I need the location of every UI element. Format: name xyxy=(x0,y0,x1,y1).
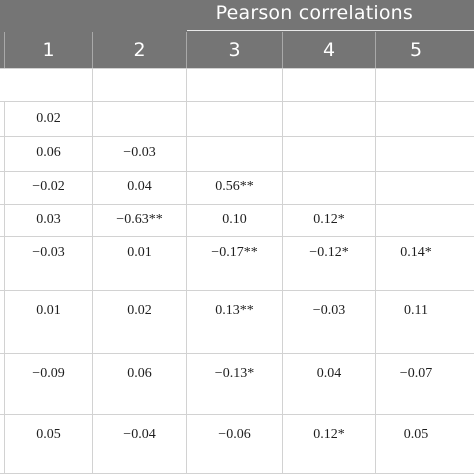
table-cell: 0.01 xyxy=(127,245,152,260)
table-row: 0.01 0.02 0.13** −0.03 0.11 xyxy=(0,290,474,353)
table-cell: −0.07 xyxy=(399,366,433,381)
row-divider xyxy=(0,68,474,69)
column-separator xyxy=(282,32,283,68)
table-cell: 0.04 xyxy=(316,366,342,381)
table-cell: 0.03 xyxy=(36,212,61,227)
column-divider xyxy=(375,68,376,474)
table-cell: 0.02 xyxy=(36,111,61,126)
table-row: −0.03 0.01 −0.17** −0.12* 0.14* xyxy=(0,236,474,290)
table-cell: −0.13* xyxy=(214,366,255,381)
table-cell: 0.06 xyxy=(36,145,61,160)
table-cell: 0.05 xyxy=(36,427,61,442)
table-cell: 0.10 xyxy=(222,212,247,227)
table-cell: 0.14* xyxy=(400,245,432,260)
table-group-header: Pearson correlations xyxy=(0,0,474,32)
table-cell: 0.13** xyxy=(215,303,254,318)
column-separator xyxy=(375,32,376,68)
column-header-5: 5 xyxy=(409,39,423,61)
table-cell: −0.63** xyxy=(116,212,163,227)
table-cell: 0.04 xyxy=(127,179,152,194)
column-separator xyxy=(92,32,93,68)
column-header-2: 2 xyxy=(133,39,146,61)
table-cell: 0.12* xyxy=(313,427,345,442)
row-divider xyxy=(0,171,474,172)
table-cell: 0.05 xyxy=(403,427,429,442)
column-header-3: 3 xyxy=(228,39,241,61)
row-divider xyxy=(0,204,474,205)
row-divider xyxy=(0,353,474,354)
group-title: Pearson correlations xyxy=(215,2,413,24)
table-row xyxy=(0,68,474,101)
table-cell: 0.01 xyxy=(36,303,61,318)
table-cell: 0.56** xyxy=(215,179,254,194)
table-cell: 0.12* xyxy=(313,212,345,227)
table-row: 0.05 −0.04 −0.06 0.12* 0.05 xyxy=(0,414,474,474)
group-title-rule xyxy=(187,30,474,31)
table-cell: −0.06 xyxy=(218,427,251,442)
table-body: 0.02 0.06 −0.03 −0.02 0.04 0.56** 0.03 −0.63** 0… xyxy=(0,68,474,474)
column-separator xyxy=(186,32,187,68)
table-cell: −0.03 xyxy=(312,303,346,318)
column-separator xyxy=(4,32,5,68)
table-cell: 0.11 xyxy=(404,303,428,318)
table-row: 0.06 −0.03 xyxy=(0,136,474,171)
table-row: −0.02 0.04 0.56** xyxy=(0,171,474,204)
column-divider xyxy=(4,101,5,474)
table-cell: −0.04 xyxy=(123,427,156,442)
table-row: 0.02 xyxy=(0,101,474,136)
table-cell: −0.02 xyxy=(32,179,65,194)
column-header-row: 1 2 3 4 5 xyxy=(0,32,474,68)
table-cell: 0.06 xyxy=(127,366,152,381)
table-cell: 0.02 xyxy=(127,303,152,318)
table-cell: −0.12* xyxy=(309,245,349,260)
column-divider xyxy=(186,68,187,474)
table-row: 0.03 −0.63** 0.10 0.12* xyxy=(0,204,474,236)
column-header-4: 4 xyxy=(322,39,336,61)
row-divider xyxy=(0,101,474,102)
row-divider xyxy=(0,136,474,137)
table-cell: −0.03 xyxy=(123,145,156,160)
table-cell: −0.17** xyxy=(211,245,258,260)
row-divider xyxy=(0,236,474,237)
row-divider xyxy=(0,414,474,415)
column-divider xyxy=(92,68,93,474)
table-cell: −0.09 xyxy=(32,366,65,381)
row-divider xyxy=(0,290,474,291)
column-header-1: 1 xyxy=(42,39,55,61)
table-row: −0.09 0.06 −0.13* 0.04 −0.07 xyxy=(0,353,474,414)
table-cell: −0.03 xyxy=(32,245,65,260)
column-divider xyxy=(282,68,283,474)
